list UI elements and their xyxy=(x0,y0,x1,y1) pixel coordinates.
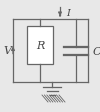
Bar xyxy=(27,27,53,64)
Text: C: C xyxy=(93,47,100,56)
Text: I: I xyxy=(66,9,70,18)
Text: R: R xyxy=(36,41,44,51)
Text: V: V xyxy=(3,46,11,56)
